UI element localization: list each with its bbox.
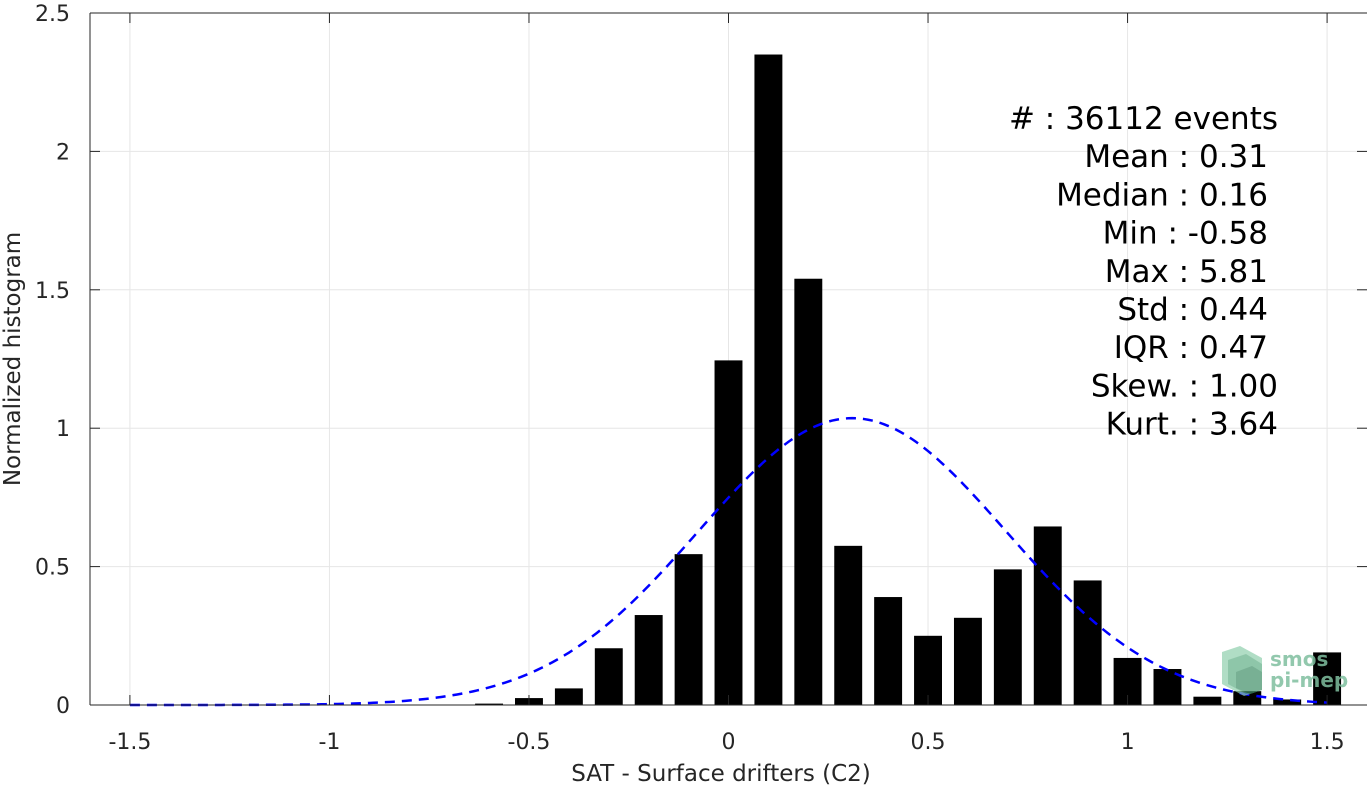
x-axis-label: SAT - Surface drifters (C2)	[571, 761, 871, 785]
histogram-bar	[993, 569, 1022, 705]
histogram-bar	[594, 648, 623, 705]
histogram-bar	[634, 615, 663, 705]
stats-line: Min : -0.58	[1103, 216, 1268, 252]
x-tick-label: -0.5	[508, 730, 551, 755]
x-tick-label: -1	[318, 730, 340, 755]
x-tick-label: -1.5	[108, 730, 151, 755]
x-tick-label: 0.5	[911, 730, 946, 755]
y-tick-label: 0.5	[35, 556, 70, 581]
histogram-bar	[953, 617, 982, 705]
histogram-bar	[914, 635, 942, 705]
histogram-bar	[874, 597, 903, 705]
histogram-bar	[674, 554, 703, 705]
histogram-bar	[1193, 696, 1222, 705]
stats-line: # : 36112 events	[1009, 101, 1278, 137]
histogram-bar	[834, 545, 863, 705]
y-tick-label: 2.5	[35, 2, 70, 27]
x-tick-label: 1.5	[1310, 730, 1345, 755]
stats-line: Std : 0.44	[1117, 292, 1268, 328]
histogram-bar	[714, 360, 743, 705]
x-tick-label: 1	[1121, 730, 1135, 755]
stats-line: Skew. : 1.00	[1091, 368, 1278, 404]
smos-pi-mep-logo: smos pi-mep	[1222, 646, 1348, 696]
stats-line: Mean : 0.31	[1084, 139, 1268, 175]
y-tick-label: 1	[56, 417, 70, 442]
histogram-bar	[1273, 699, 1302, 705]
stats-line: IQR : 0.47	[1114, 330, 1268, 366]
histogram-bars	[475, 54, 1342, 705]
histogram-bar	[1233, 691, 1262, 705]
y-tick-label: 2	[56, 140, 70, 165]
stats-line: Max : 5.81	[1105, 254, 1268, 290]
normal-fit-line	[129, 416, 1328, 707]
stats-line: Kurt. : 3.64	[1106, 407, 1278, 443]
y-axis-label: Normalized histogram	[0, 232, 26, 486]
histogram-bar	[794, 278, 823, 705]
histogram-bar	[1073, 580, 1102, 705]
histogram-bar	[754, 54, 783, 705]
logo-text-smos: smos	[1270, 647, 1328, 671]
logo-mark-icon	[1222, 646, 1262, 696]
x-tick-label: 0	[722, 730, 736, 755]
logo-text-pimep: pi-mep	[1270, 668, 1348, 692]
fit-curve	[129, 416, 1328, 707]
histogram-bar	[475, 703, 504, 705]
histogram-bar	[1033, 526, 1062, 705]
axes	[89, 12, 1367, 706]
tick-labels: -1.5 -1 -0.5 0 0.5 1 1.5 0 0.5 1 1.5 2 2.5	[35, 2, 1345, 755]
y-tick-label: 1.5	[35, 279, 70, 304]
stats-line: Median : 0.16	[1056, 177, 1268, 213]
y-tick-label: 0	[56, 694, 70, 719]
histogram-bar	[554, 688, 583, 705]
